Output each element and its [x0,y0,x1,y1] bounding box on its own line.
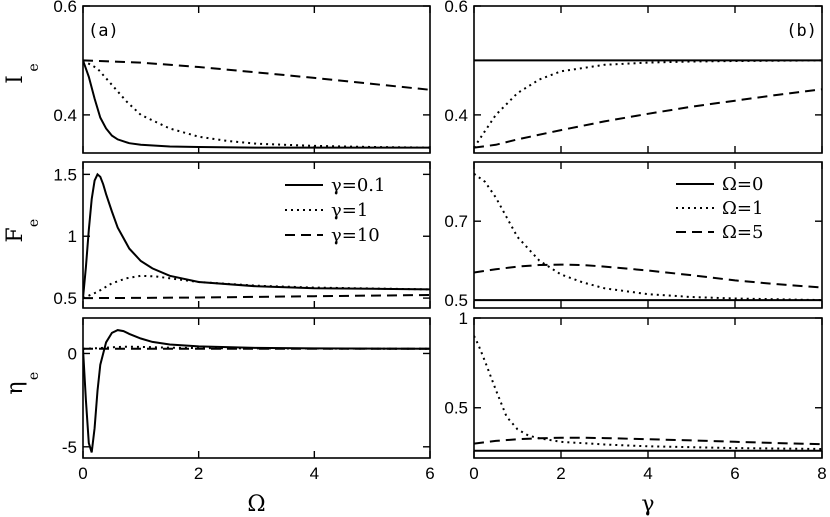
plot-frame-a-mid [82,161,431,309]
legend-label-a-mid-1: γ=1 [331,200,368,221]
y-tick-label-b-top-1: 0.6 [444,0,468,16]
series-line-b-top-2 [474,88,822,149]
y-axis-label-a-bot: η [3,381,28,394]
series-line-b-mid-1 [474,172,822,302]
plot-frame-b-top [473,5,823,154]
y-tick-label-a-top-0: 0.4 [53,106,77,125]
series-line-a-mid-2 [83,294,430,300]
legend-label-b-mid-1: Ω=1 [722,198,763,219]
y-axis-label-sub-a-mid: e [26,219,42,227]
y-axis-label-a-mid: F [3,227,28,242]
y-tick-label-b-top-0: 0.4 [444,106,468,125]
panel-a-mid: 0.5 1 1.5 Fe γ=0.1 γ=1 γ=10 [3,161,431,309]
legend-label-a-mid-2: γ=10 [331,225,380,246]
plot-frame-b-bot [473,317,823,459]
series-line-a-top-0 [83,60,430,149]
series-line-a-top-2 [83,59,430,91]
y-axis-label-sub-a-top: e [26,63,42,71]
series-line-b-mid-2 [474,263,822,289]
panel-b-top: 0.4 0.6 (b) [444,0,823,154]
legend-a-mid: γ=0.1 γ=1 γ=10 [285,175,385,246]
x-tick-label-b-bot-1: 2 [556,464,565,483]
legend-label-b-mid-2: Ω=5 [722,222,763,243]
panel-b-mid: 0.5 0.7 Ω=0 Ω=1 Ω=5 [444,161,823,310]
y-tick-label-b-bot-1: 1 [459,309,468,328]
series-line-a-bot-0 [83,329,430,453]
x-tick-label-b-bot-3: 6 [730,464,739,483]
x-tick-label-b-bot-4: 8 [817,464,826,483]
x-tick-label-a-bot-2: 4 [310,464,319,483]
series-line-b-top-1 [474,59,822,149]
x-axis-label-a-bot: Ω [247,492,265,517]
y-axis-label-a-top: I [3,75,28,84]
plot-frame-a-top [82,5,431,154]
y-tick-label-b-mid-0: 0.5 [444,291,468,310]
series-line-a-mid-1 [83,274,430,300]
x-tick-label-a-bot-0: 0 [78,464,87,483]
x-tick-label-a-bot-1: 2 [194,464,203,483]
y-axis-label-sub-a-bot: e [26,372,42,380]
y-tick-label-a-mid-1: 1 [68,227,77,246]
legend-label-a-mid-0: γ=0.1 [331,175,385,196]
plot-frame-a-bot [82,317,431,459]
y-tick-label-a-bot-1: 0 [68,344,77,363]
legend-b-mid: Ω=0 Ω=1 Ω=5 [676,174,763,243]
x-tick-label-b-bot-2: 4 [643,464,652,483]
series-line-b-bot-2 [474,436,822,446]
panel-a-top: 0.4 0.6 Ie (a) [3,0,431,154]
y-tick-label-a-mid-2: 1.5 [53,165,77,184]
panel-tag-b-top: (b) [786,21,817,41]
y-tick-label-a-top-1: 0.6 [53,0,77,16]
series-line-a-top-1 [83,59,430,149]
y-tick-label-b-bot-0: 0.5 [444,399,468,418]
series-line-b-bot-1 [474,335,822,450]
legend-label-b-mid-0: Ω=0 [722,174,763,195]
x-tick-label-b-bot-0: 0 [469,464,478,483]
plot-frame-b-mid [473,161,823,309]
x-tick-label-a-bot-3: 6 [425,464,434,483]
panel-b-bot: 0 2 4 6 8 0.5 1 γ [444,309,826,517]
y-tick-label-a-mid-0: 0.5 [53,289,77,308]
y-tick-label-b-mid-1: 0.7 [444,212,468,231]
panel-tag-a-top: (a) [88,21,119,41]
y-tick-label-a-bot-0: -5 [62,438,77,457]
x-axis-label-b-bot: γ [641,492,654,517]
